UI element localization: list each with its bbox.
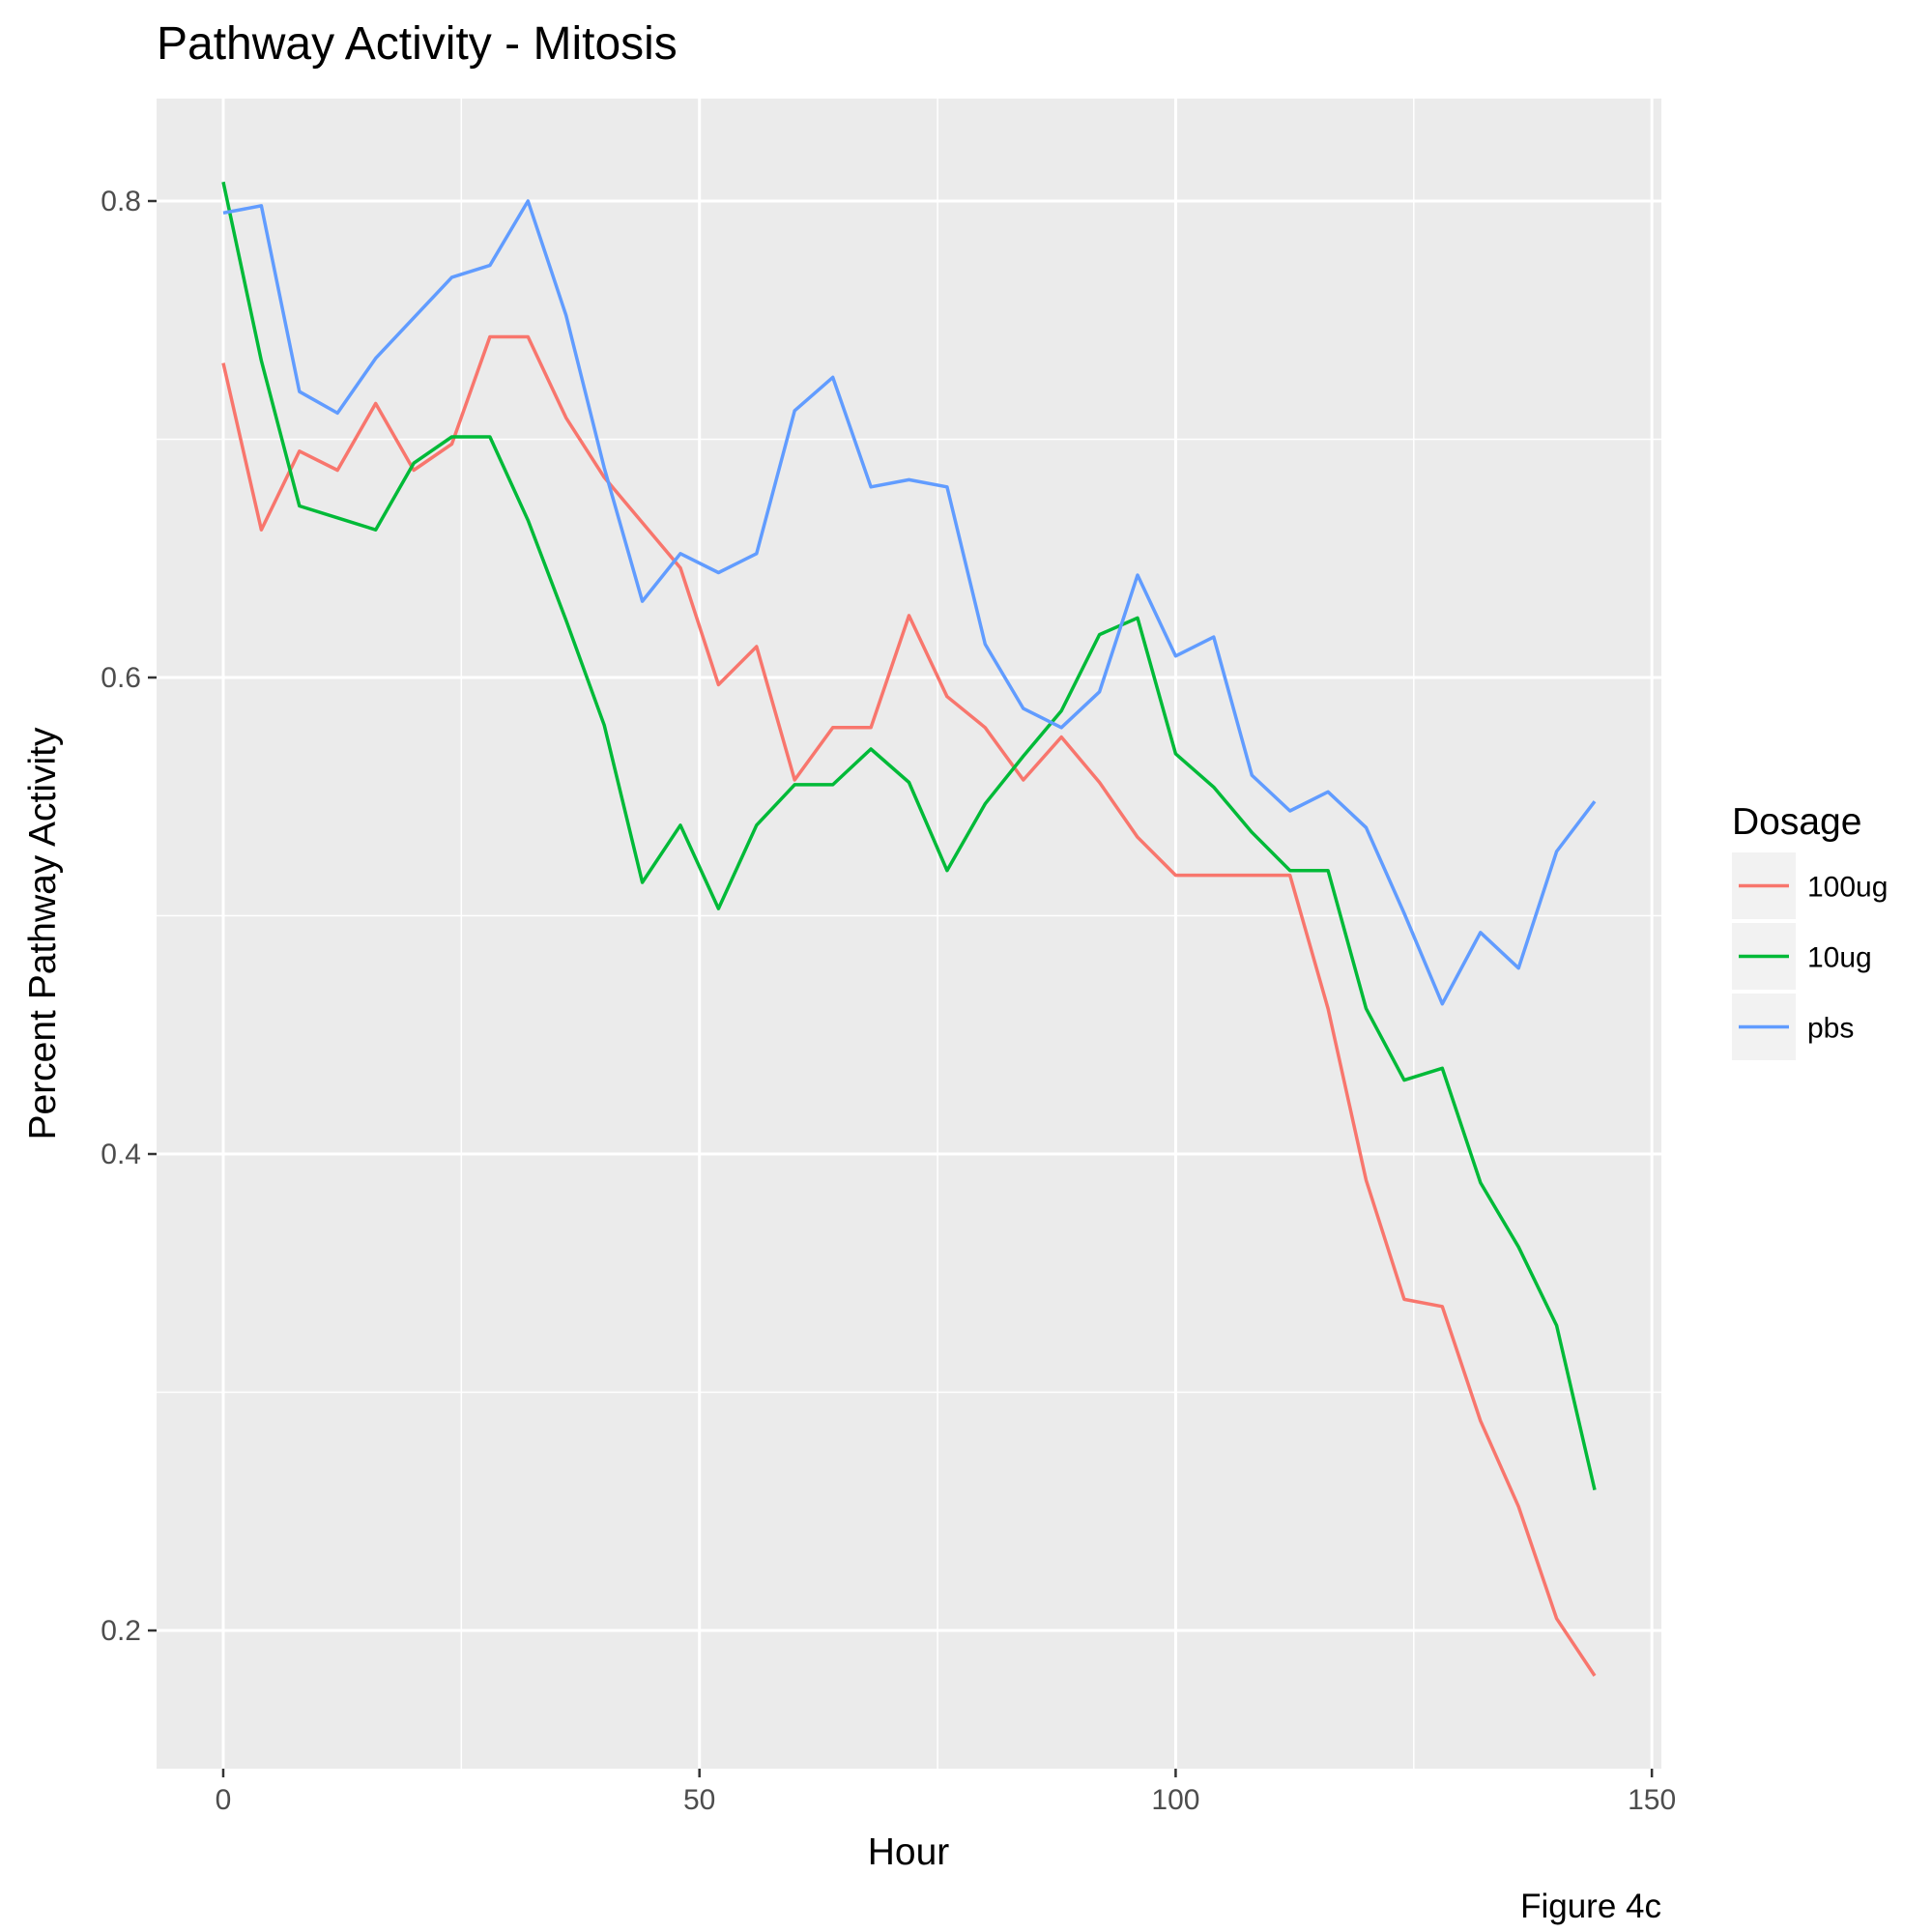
figure-caption: Figure 4c (1520, 1888, 1661, 1925)
plot-panel (157, 99, 1661, 1769)
data-series (221, 181, 1597, 1677)
x-tick-label: 150 (1628, 1784, 1676, 1816)
x-axis-title: Hour (868, 1831, 950, 1873)
series-line-pbs (222, 199, 1597, 1006)
y-tick-label: 0.6 (101, 662, 141, 694)
x-tick-label: 100 (1151, 1784, 1199, 1816)
y-axis-title: Percent Pathway Activity (22, 727, 64, 1140)
series-line-100ug (221, 334, 1597, 1677)
chart-title: Pathway Activity - Mitosis (157, 18, 678, 70)
legend-label-pbs: pbs (1807, 1013, 1854, 1045)
y-axis: 0.2 0.4 0.6 0.8 (101, 186, 157, 1647)
major-gridlines (157, 99, 1661, 1769)
legend-title: Dosage (1732, 801, 1861, 843)
legend: Dosage 100ug 10ug pbs (1732, 801, 1888, 1060)
x-tick-label: 0 (216, 1784, 232, 1816)
y-tick-label: 0.2 (101, 1615, 141, 1647)
legend-label-10ug: 10ug (1807, 942, 1872, 974)
x-tick-label: 50 (683, 1784, 715, 1816)
y-tick-label: 0.8 (101, 186, 141, 217)
x-axis: 0 50 100 150 (216, 1769, 1676, 1816)
y-tick-label: 0.4 (101, 1139, 141, 1170)
series-line-10ug (221, 181, 1597, 1490)
legend-label-100ug: 100ug (1807, 872, 1888, 904)
